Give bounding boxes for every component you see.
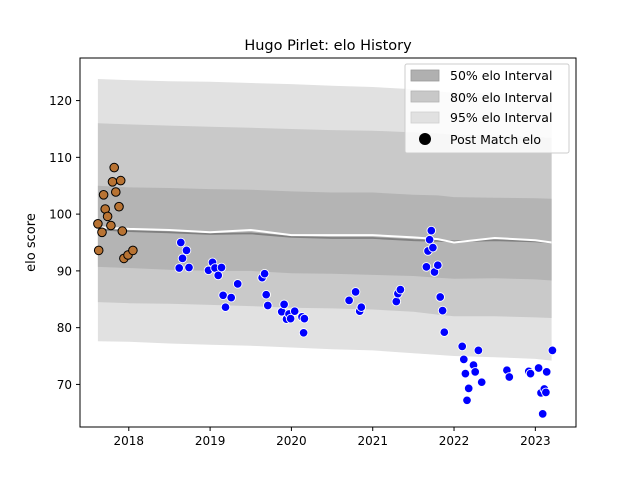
data-point [226, 292, 236, 303]
data-point [93, 245, 104, 256]
median-line [97, 226, 552, 244]
legend-marker-post-match [419, 133, 431, 145]
data-point [181, 245, 192, 256]
data-points [93, 162, 558, 419]
data-point [184, 262, 194, 273]
data-point [541, 367, 552, 377]
data-point [426, 225, 437, 236]
data-point [177, 253, 188, 264]
x-tick-label: 2021 [357, 434, 388, 448]
data-point [439, 327, 450, 337]
legend-label-95: 95% elo Interval [450, 110, 552, 125]
data-point [289, 306, 300, 316]
data-point [525, 368, 536, 379]
legend-label-80: 80% elo Interval [450, 90, 552, 105]
y-tick-label: 70 [57, 378, 72, 392]
x-tick-label: 2022 [439, 434, 470, 448]
data-point [299, 313, 310, 324]
data-point [107, 177, 118, 187]
data-point [435, 292, 445, 302]
legend-swatch-50 [410, 69, 440, 82]
data-point [117, 226, 128, 236]
data-point [350, 287, 361, 297]
data-point [391, 296, 402, 307]
data-point [263, 300, 273, 311]
data-point [344, 295, 354, 306]
data-point [109, 162, 119, 173]
plot-frame [79, 57, 577, 428]
x-tick-label: 2023 [520, 434, 551, 448]
data-point [537, 409, 548, 419]
data-point [216, 262, 227, 273]
data-point [463, 383, 474, 394]
data-point [457, 341, 467, 352]
data-point [220, 302, 231, 312]
data-point [128, 245, 138, 256]
data-point [428, 242, 438, 253]
y-tick-label: 110 [49, 151, 72, 165]
data-point [176, 237, 186, 248]
data-point [218, 290, 228, 301]
data-point [437, 305, 448, 316]
x-tick-label: 2018 [114, 434, 145, 448]
data-point [285, 313, 296, 324]
data-point [470, 367, 480, 377]
x-tick-label: 2019 [195, 434, 226, 448]
data-point [93, 219, 103, 229]
data-point [533, 363, 544, 373]
data-point [460, 368, 471, 379]
data-point [421, 262, 432, 272]
data-point [473, 345, 484, 356]
legend: 50% elo Interval 80% elo Interval 95% el… [404, 63, 570, 154]
legend-swatch-95 [410, 111, 440, 124]
data-point [115, 175, 126, 186]
x-tick-label: 2020 [276, 434, 307, 448]
data-point [433, 260, 443, 270]
legend-frame [404, 63, 570, 154]
data-point [298, 328, 309, 338]
y-tick-label: 80 [57, 321, 72, 335]
data-point [395, 284, 406, 295]
data-point [279, 299, 289, 310]
y-axis-label: elo score [24, 213, 39, 272]
data-point [541, 387, 551, 398]
chart-title: Hugo Pirlet: elo History [244, 38, 412, 54]
data-point [259, 268, 270, 279]
data-point [424, 234, 435, 245]
data-point [476, 377, 487, 387]
data-point [232, 279, 243, 289]
data-point [459, 354, 469, 365]
y-tick-label: 100 [49, 208, 72, 222]
legend-label-50: 50% elo Interval [450, 68, 552, 83]
data-point [114, 201, 124, 212]
data-point [98, 190, 109, 200]
y-axis: 70 80 90 100 110 120 [49, 94, 80, 392]
y-tick-label: 90 [57, 264, 72, 278]
data-point [547, 345, 558, 356]
y-tick-label: 120 [49, 94, 72, 108]
band-50 [97, 185, 552, 281]
data-point [356, 302, 367, 312]
data-point [261, 289, 271, 300]
legend-swatch-80 [410, 90, 440, 103]
data-point [504, 372, 515, 382]
mean-line [97, 228, 552, 244]
data-point [111, 187, 121, 197]
legend-label-post-match: Post Match elo [450, 132, 541, 147]
data-point [106, 220, 116, 231]
data-point [97, 227, 107, 238]
data-point [213, 270, 223, 281]
x-axis: 2018 2019 2020 2021 2022 2023 [114, 427, 551, 448]
data-point [174, 263, 184, 273]
data-point [462, 395, 472, 406]
data-point [102, 211, 113, 222]
